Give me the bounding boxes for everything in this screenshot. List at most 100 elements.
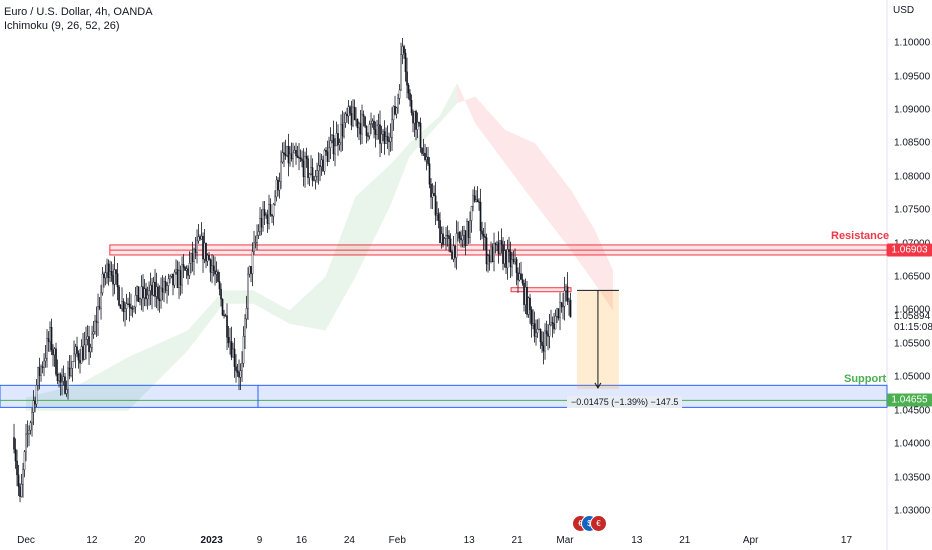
candle-body	[164, 281, 167, 291]
candle-body	[509, 251, 512, 268]
candle-body	[113, 269, 116, 285]
candle-body	[73, 353, 75, 362]
candle-body	[446, 235, 449, 237]
candle-body	[317, 165, 320, 171]
candle-body	[38, 367, 41, 376]
candle-body	[190, 253, 192, 264]
economic-events[interactable]: € $ €	[572, 515, 612, 532]
candle-body	[548, 324, 551, 337]
candle-body	[457, 232, 459, 234]
candle-body	[173, 271, 176, 286]
candle-body	[148, 290, 150, 296]
candle-body	[494, 243, 497, 245]
indicator-title[interactable]: Ichimoku (9, 26, 52, 26)	[4, 20, 120, 32]
candle-body	[337, 133, 339, 145]
candle-body	[25, 433, 27, 452]
candle-body	[211, 265, 213, 273]
candle-body	[500, 240, 503, 245]
candle-body	[415, 111, 417, 130]
candle-body	[59, 374, 62, 383]
candle-body	[550, 322, 552, 326]
candle-body	[251, 251, 254, 274]
candle-body	[478, 201, 480, 203]
candle-body	[47, 338, 50, 342]
candle-body	[265, 214, 267, 216]
currency-label[interactable]: USD	[893, 5, 915, 16]
candle-body	[406, 71, 408, 86]
candle-body	[95, 320, 98, 323]
candle-body	[112, 275, 114, 285]
candle-body	[155, 286, 158, 297]
candle-body	[248, 266, 251, 275]
candle-body	[142, 286, 144, 298]
candle-body	[56, 373, 59, 382]
price-tick-label: 1.07500	[894, 204, 931, 216]
time-tick-label: 13	[631, 535, 643, 546]
candle-body	[535, 332, 537, 337]
candle-body	[292, 152, 294, 160]
candle-body	[202, 235, 204, 260]
candle-body	[71, 361, 74, 369]
candle-body	[274, 196, 276, 205]
candle-body	[101, 273, 104, 294]
candle-body	[130, 307, 132, 309]
candle-body	[281, 152, 284, 163]
candle-body	[271, 214, 273, 217]
candle-body	[539, 328, 542, 343]
candle-body	[515, 258, 518, 273]
candle-body	[116, 273, 119, 288]
candle-body	[391, 119, 393, 138]
candle-body	[542, 345, 545, 352]
candle-body	[505, 250, 507, 268]
ichimoku-cloud-segment	[505, 129, 536, 204]
candle-body	[403, 46, 405, 54]
candle-body	[28, 430, 30, 435]
candle-body	[352, 106, 354, 126]
time-tick-label: 16	[295, 535, 308, 546]
candle-body	[263, 209, 266, 216]
candle-body	[298, 157, 300, 159]
candle-body	[530, 309, 533, 326]
candle-body	[151, 284, 153, 296]
candle-body	[32, 400, 35, 413]
candle-body	[185, 268, 188, 271]
flag-eu-icon[interactable]: €	[590, 515, 607, 532]
candle-body	[482, 233, 485, 237]
candle-body	[154, 281, 156, 297]
candle-body	[230, 341, 233, 358]
candle-body	[209, 259, 212, 273]
candle-body	[146, 294, 149, 300]
candle-body	[152, 281, 155, 296]
candle-body	[311, 167, 314, 181]
candle-body	[220, 288, 222, 300]
candle-body	[562, 305, 564, 308]
resistance-label: Resistance	[831, 229, 890, 242]
candle-body	[361, 114, 363, 135]
candle-body	[559, 302, 561, 319]
candle-body	[226, 315, 228, 338]
candle-body	[524, 287, 527, 305]
candle-body	[470, 206, 473, 221]
candle-body	[401, 46, 404, 55]
candle-body	[431, 192, 434, 198]
candle-body	[532, 323, 534, 326]
candle-body	[136, 286, 138, 296]
candle-body	[110, 271, 113, 276]
candle-body	[331, 134, 333, 141]
candle-body	[307, 158, 309, 178]
candle-body	[382, 131, 384, 135]
candle-body	[124, 308, 126, 312]
candle-body	[166, 285, 168, 291]
ichimoku-cloud-segment	[391, 143, 410, 204]
time-tick-label: 21	[511, 535, 523, 546]
bar-countdown: 01:15:08	[894, 321, 932, 333]
candle-body	[301, 158, 303, 162]
candle-body	[368, 124, 371, 137]
ichimoku-cloud-segment	[457, 83, 476, 124]
candle-body	[397, 98, 399, 109]
time-tick-label: Dec	[17, 535, 35, 546]
candle-body	[484, 236, 486, 238]
symbol-title[interactable]: Euro / U.S. Dollar, 4h, OANDA	[4, 6, 153, 18]
